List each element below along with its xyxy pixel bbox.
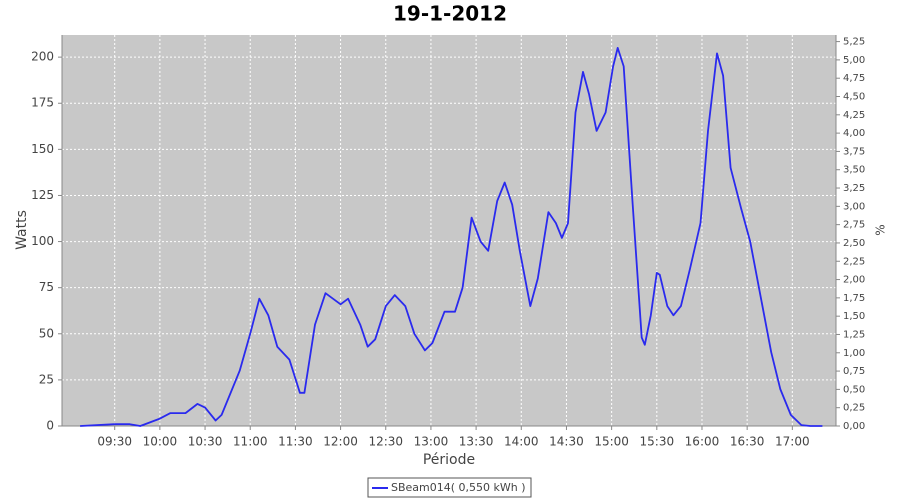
x-tick-label: 10:00 (143, 435, 178, 449)
y2-tick-label: 5,00 (843, 55, 865, 66)
y2-tick-label: 3,50 (843, 165, 865, 176)
y2-axis-label: % (874, 224, 888, 235)
x-axis-label: Période (423, 452, 475, 468)
x-tick-label: 12:00 (323, 435, 358, 449)
y-tick-label: 25 (39, 372, 54, 386)
y2-tick-label: 1,50 (843, 311, 865, 322)
y2-tick-label: 3,25 (843, 183, 865, 194)
y2-tick-label: 4,50 (843, 92, 865, 103)
y2-tick-label: 2,25 (843, 256, 865, 267)
y-tick-label: 75 (39, 280, 54, 294)
x-tick-label: 17:00 (775, 435, 810, 449)
chart-title: 19-1-2012 (393, 2, 507, 26)
y2-tick-label: 2,75 (843, 220, 865, 231)
y2-tick-label: 0,50 (843, 384, 865, 395)
x-tick-label: 14:00 (504, 435, 539, 449)
y2-tick-label: 2,00 (843, 275, 865, 286)
y2-tick-label: 4,75 (843, 73, 865, 84)
x-tick-label: 15:30 (640, 435, 675, 449)
x-tick-label: 11:30 (278, 435, 313, 449)
y2-tick-label: 3,75 (843, 146, 865, 157)
y2-tick-label: 1,00 (843, 348, 865, 359)
y-tick-label: 200 (31, 50, 54, 64)
x-tick-label: 13:00 (414, 435, 449, 449)
y2-tick-label: 0,25 (843, 403, 865, 414)
series-line (80, 47, 823, 427)
y-tick-label: 50 (39, 326, 54, 340)
y2-tick-label: 2,50 (843, 238, 865, 249)
x-tick-label: 13:30 (459, 435, 494, 449)
y2-tick-label: 1,25 (843, 329, 865, 340)
y-tick-label: 150 (31, 142, 54, 156)
y-tick-label: 125 (31, 188, 54, 202)
y2-tick-label: 1,75 (843, 293, 865, 304)
x-tick-label: 12:30 (368, 435, 403, 449)
y-tick-label: 100 (31, 234, 54, 248)
y2-tick-label: 3,00 (843, 201, 865, 212)
x-tick-label: 16:00 (685, 435, 720, 449)
y-axis-label: Watts (14, 210, 30, 250)
x-tick-label: 15:00 (594, 435, 629, 449)
x-tick-label: 16:30 (730, 435, 765, 449)
plot-area (62, 35, 836, 426)
y2-tick-label: 5,25 (843, 37, 865, 48)
x-tick-label: 09:30 (97, 435, 132, 449)
x-tick-label: 10:30 (188, 435, 223, 449)
x-tick-label: 11:00 (233, 435, 268, 449)
y2-tick-label: 0,75 (843, 366, 865, 377)
legend (367, 477, 532, 498)
legend-label: SBeam014( 0,550 kWh ) (391, 481, 526, 494)
y2-tick-label: 4,00 (843, 128, 865, 139)
y2-tick-label: 4,25 (843, 110, 865, 121)
x-tick-label: 14:30 (549, 435, 584, 449)
y-tick-label: 0 (46, 419, 54, 433)
y-tick-label: 175 (31, 96, 54, 110)
y2-tick-label: 0,00 (843, 421, 865, 432)
